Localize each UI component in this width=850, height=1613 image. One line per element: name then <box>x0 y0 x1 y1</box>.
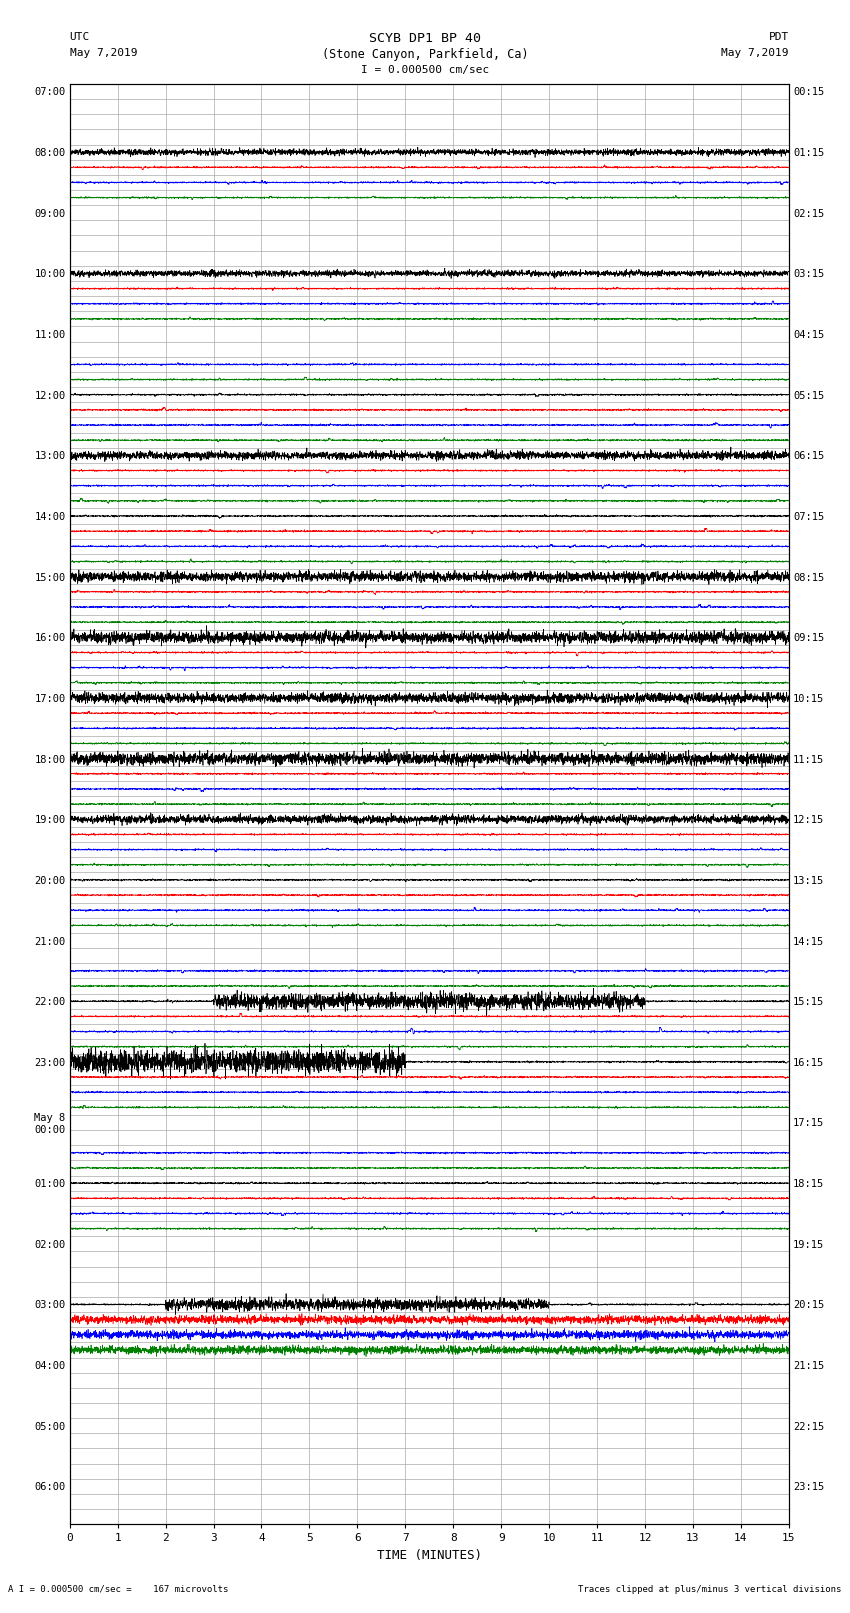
Text: May 7,2019: May 7,2019 <box>70 48 137 58</box>
Text: (Stone Canyon, Parkfield, Ca): (Stone Canyon, Parkfield, Ca) <box>321 48 529 61</box>
X-axis label: TIME (MINUTES): TIME (MINUTES) <box>377 1548 482 1561</box>
Text: Traces clipped at plus/minus 3 vertical divisions: Traces clipped at plus/minus 3 vertical … <box>578 1584 842 1594</box>
Text: SCYB DP1 BP 40: SCYB DP1 BP 40 <box>369 32 481 45</box>
Text: May 7,2019: May 7,2019 <box>722 48 789 58</box>
Text: I = 0.000500 cm/sec: I = 0.000500 cm/sec <box>361 65 489 74</box>
Text: UTC: UTC <box>70 32 90 42</box>
Text: PDT: PDT <box>768 32 789 42</box>
Text: A I = 0.000500 cm/sec =    167 microvolts: A I = 0.000500 cm/sec = 167 microvolts <box>8 1584 229 1594</box>
